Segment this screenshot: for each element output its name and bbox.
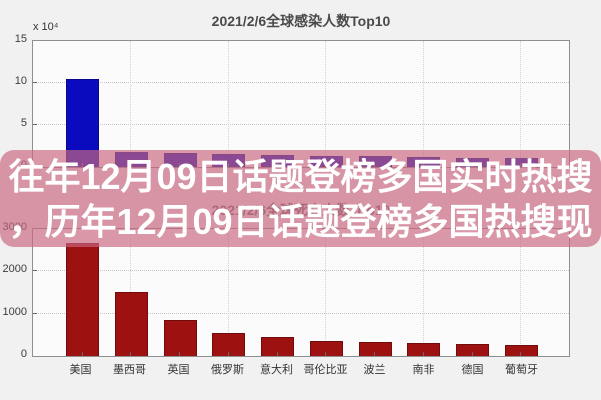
x-axis-tick [422,352,424,356]
top-chart-title: 2021/2/6全球感染人数Top10 [211,13,391,29]
headline-line-2: ，历年12月09日话题登榜多国热搜现 [8,200,593,242]
x-tick-label: 哥伦比亚 [303,364,348,376]
gridline-horizontal [33,124,569,125]
bar [309,341,343,356]
y-axis-tick [33,124,37,125]
gridline-vertical [520,229,522,356]
gridline-vertical [325,229,327,356]
x-axis-tick [227,352,229,356]
top-chart-plot-area [32,40,570,168]
x-tick-label: 美国 [69,364,92,376]
gridline-vertical [520,41,522,167]
bar [358,342,392,356]
y-axis-tick [33,270,37,272]
x-tick-label: 意大利 [260,364,293,376]
y-tick-label: 1000 [2,305,27,318]
top-chart-y-axis-labels: 051015 [0,33,30,171]
bar [163,319,197,356]
gridline-horizontal [33,270,569,272]
x-tick-label: 葡萄牙 [505,364,538,376]
bar [261,337,295,356]
y-axis-tick [33,312,37,314]
x-tick-label: 墨西哥 [113,364,146,376]
x-axis-tick [81,352,83,356]
gridline-vertical [227,41,229,167]
gridline-vertical [422,41,424,167]
bar [456,344,490,356]
headline-line-1: 往年12月09日话题登榜多国实时热搜 [8,155,593,197]
x-tick-label: 波兰 [363,364,386,376]
bottom-chart-x-axis-labels: 美国 墨西哥 英国 俄罗斯 意大利 哥伦比亚 波兰 南非 德国 葡萄牙 [32,361,570,377]
y-tick-label: 2000 [2,263,27,276]
x-axis-tick [325,352,327,356]
x-tick-label: 德国 [461,364,484,376]
x-axis-tick [130,352,132,356]
gridline-horizontal [33,312,569,314]
gridline-vertical [130,41,132,167]
bar [66,242,100,356]
x-axis-tick [374,352,376,356]
bottom-chart-y-axis-labels: 0100020003000 [0,221,30,360]
bar [212,333,246,356]
x-tick-label: 英国 [167,364,190,376]
x-axis-tick [276,352,278,356]
gridline-vertical [227,229,229,356]
x-axis-tick [520,352,522,356]
x-tick-label: 俄罗斯 [211,364,244,376]
y-tick-label: 5 [20,117,27,129]
x-axis-tick [179,352,181,356]
overlay-banner: 往年12月09日话题登榜多国实时热搜 ，历年12月09日话题登榜多国热搜现 [0,150,601,247]
gridline-vertical [422,229,424,356]
y-tick-label: 0 [20,348,27,360]
y-axis-exponent-label: x 10⁴ [33,21,59,33]
x-tick-label: 南非 [412,364,435,376]
gridline-vertical [325,41,327,167]
bar [504,345,538,356]
y-tick-label: 10 [14,75,27,87]
bar [114,291,148,356]
x-axis-tick [471,352,473,356]
gridline-horizontal [33,82,569,83]
y-tick-label: 15 [14,33,27,45]
bar [407,342,441,356]
y-axis-tick [33,82,37,83]
bottom-chart-plot-area [32,228,570,357]
